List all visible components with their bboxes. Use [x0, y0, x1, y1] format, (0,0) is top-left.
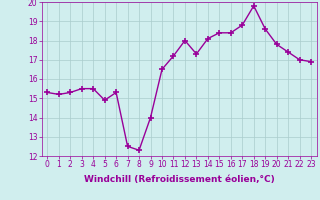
X-axis label: Windchill (Refroidissement éolien,°C): Windchill (Refroidissement éolien,°C): [84, 175, 275, 184]
